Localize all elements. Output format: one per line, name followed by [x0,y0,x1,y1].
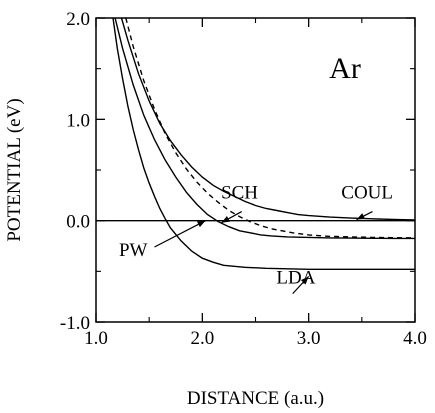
y-axis-title: POTENTIAL (eV) [4,98,25,241]
x-tick-label: 2.0 [190,328,214,349]
arrow-sch-head [221,216,231,223]
series-line-1 [125,18,415,239]
series-line-lda [112,18,415,270]
series-line-sch [114,18,415,240]
species-label: Ar [329,52,361,85]
x-tick-label: 3.0 [297,328,321,349]
series-line-coul [120,18,415,221]
y-tick-label: -1.0 [60,313,90,334]
x-tick-label: 1.0 [84,328,108,349]
arrow-pw-head [196,220,206,228]
y-tick-label: 0.0 [66,212,90,233]
x-tick-label: 4.0 [403,328,427,349]
annotation-sch: SCH [221,182,258,203]
x-axis-title: DISTANCE (a.u.) [187,388,324,409]
arrow-coul-head [356,213,366,220]
y-tick-label: 1.0 [66,110,90,131]
chart-marks [96,18,415,295]
y-tick-label: 2.0 [66,9,90,30]
annotation-pw: PW [119,240,148,261]
arrow-lda-head [300,276,309,285]
chart-labels: 1.0 2.0 3.0 4.0 -1.0 0.0 1.0 2.0 SCH COUL PW LDA Ar D… [4,9,427,409]
annotation-lda: LDA [276,267,315,288]
annotation-coul: COUL [341,182,393,203]
arrow-pw [154,220,206,248]
